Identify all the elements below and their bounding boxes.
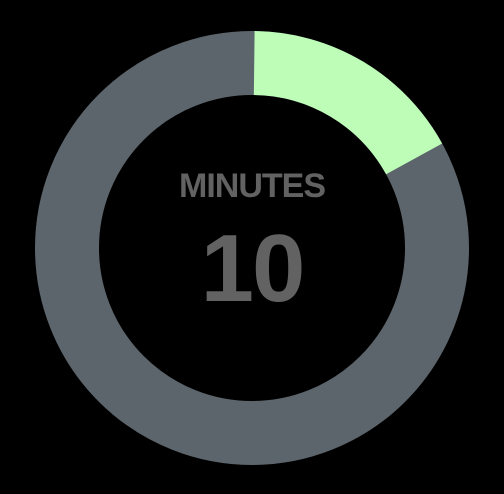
timer-unit-label: MINUTES — [179, 167, 326, 205]
ring-track — [35, 31, 469, 465]
ring-progress-arc — [253, 31, 443, 175]
timer-value: 10 — [200, 215, 306, 322]
